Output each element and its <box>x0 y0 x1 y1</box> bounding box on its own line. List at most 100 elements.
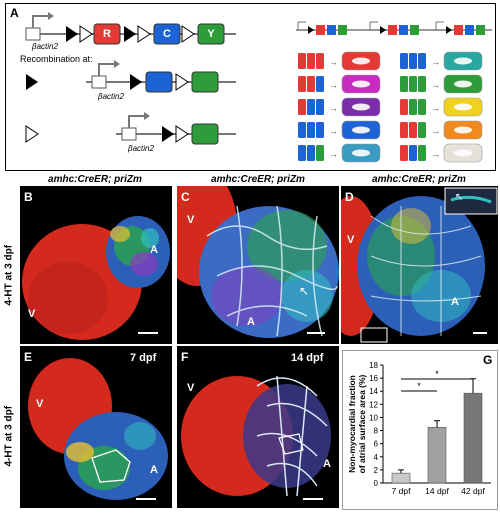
combo-cell-right <box>418 99 426 115</box>
significance-star: * <box>435 369 439 379</box>
mini-constructs <box>296 21 492 35</box>
panel-d-atrium-mark: A <box>451 296 459 308</box>
combo-arrow: → <box>329 80 338 90</box>
combo-cell-right <box>400 145 408 161</box>
y-tick-label: 8 <box>374 427 379 436</box>
panel-a: A R C Y βactin2 <box>5 3 496 171</box>
combo-cell-right <box>400 122 408 138</box>
combo-result-nucleus <box>352 126 370 134</box>
combo-cell-left <box>307 99 315 115</box>
panel-f-image: F 14 dpf V A <box>177 346 339 508</box>
panel-d-label: D <box>345 190 354 204</box>
panel-b-ventricle-mark: V <box>28 308 36 320</box>
color-combination-grid: → → → → → → → → → → <box>298 51 483 163</box>
panel-e-label: E <box>24 350 33 364</box>
construct-diagram <box>25 12 236 145</box>
combo-cell-left <box>307 122 315 138</box>
y-axis-label: Non-myocardial fractionof atrial surface… <box>347 374 367 473</box>
combo-arrow: → <box>431 57 440 67</box>
combo-cell-left <box>316 99 324 115</box>
bar-42-dpf <box>463 392 483 484</box>
combo-cell-right <box>418 53 426 69</box>
combo-arrow: → <box>329 57 338 67</box>
panel-d-image: D V A ↖ <box>341 186 498 344</box>
panel-c-label: C <box>181 190 190 204</box>
combo-arrow: → <box>431 80 440 90</box>
significance-star: * <box>417 381 421 391</box>
combo-arrow: → <box>431 149 440 159</box>
panel-e-stage: 7 dpf <box>130 352 157 364</box>
combo-cell-right <box>418 122 426 138</box>
bar-14-dpf <box>427 426 447 484</box>
panel-g-label: G <box>483 353 493 367</box>
x-tick-label: 42 dpf <box>461 486 485 496</box>
combo-cell-left <box>298 145 306 161</box>
combo-cell-right <box>409 122 417 138</box>
recombination-title: Recombination at: <box>20 54 93 64</box>
panel-b-label: B <box>24 190 33 204</box>
panel-f-ventricle-mark: V <box>187 382 195 394</box>
y-axis-label-line: Non-myocardial fraction <box>347 375 357 473</box>
panel-c-arrow-icon: ↖ <box>299 284 310 298</box>
panel-c-title: amhc:CreER; priZm <box>211 174 305 185</box>
combo-cell-left <box>307 53 315 69</box>
panel-d-scale-bar <box>473 332 487 334</box>
combo-result-nucleus <box>352 57 370 65</box>
promoter-label-3: βactin2 <box>128 144 154 153</box>
combo-cell-right <box>409 53 417 69</box>
panel-b-scale-bar <box>138 332 158 334</box>
panel-f-atrium-mark: A <box>323 458 331 470</box>
panel-e-heart <box>28 358 168 500</box>
panel-f-heart <box>181 375 331 497</box>
promoter-label-2: βactin2 <box>98 92 124 101</box>
panel-c-atrium-mark: A <box>247 316 255 328</box>
combo-cell-right <box>409 99 417 115</box>
y-tick-label: 16 <box>369 374 378 383</box>
combo-result-nucleus <box>454 149 472 157</box>
combo-cell-left <box>316 76 324 92</box>
combo-cell-right <box>409 76 417 92</box>
panel-b-atrium-mark: A <box>150 244 158 256</box>
panel-b-title: amhc:CreER; priZm <box>48 174 142 185</box>
y-tick-label: 14 <box>369 387 378 396</box>
panel-d-title: amhc:CreER; priZm <box>372 174 466 185</box>
y-tick-label: 0 <box>374 479 379 488</box>
cassette-y-label: Y <box>207 28 215 40</box>
combo-cell-right <box>400 53 408 69</box>
combo-cell-left <box>298 122 306 138</box>
row-label-bottom: 4-HT at 3 dpf <box>3 405 15 467</box>
combo-cell-right <box>418 145 426 161</box>
bar-7-dpf <box>391 472 411 484</box>
y-tick-label: 2 <box>374 466 379 475</box>
combo-cell-left <box>316 122 324 138</box>
y-tick-label: 6 <box>374 440 379 449</box>
combo-result-nucleus <box>352 103 370 111</box>
combo-arrow: → <box>329 126 338 136</box>
y-tick-label: 12 <box>369 400 378 409</box>
promoter-label-1: βactin2 <box>32 42 58 51</box>
panel-c-image: C V A ↖ <box>177 186 339 344</box>
combo-arrow: → <box>431 126 440 136</box>
panel-g: 0 2 4 6 8 10 12 14 16 18 Non-myocardial fractionof… <box>342 350 498 510</box>
combo-result-nucleus <box>352 149 370 157</box>
x-tick-label: 7 dpf <box>392 486 412 496</box>
combo-result-nucleus <box>454 126 472 134</box>
panel-e-image: E 7 dpf V A <box>20 346 172 508</box>
panel-c-ventricle-mark: V <box>187 214 195 226</box>
combo-cell-left <box>307 145 315 161</box>
row-label-top: 4-HT at 3 dpf <box>3 244 15 306</box>
combo-result-nucleus <box>454 57 472 65</box>
combo-cell-left <box>298 76 306 92</box>
y-tick-label: 10 <box>369 413 378 422</box>
panel-b-heart <box>22 216 170 340</box>
panel-f-scale-bar <box>303 498 323 500</box>
combo-cell-left <box>298 99 306 115</box>
panel-f-stage: 14 dpf <box>291 352 324 364</box>
combo-arrow: → <box>329 103 338 113</box>
combo-arrow: → <box>329 149 338 159</box>
combo-result-nucleus <box>454 80 472 88</box>
panel-c-scale-bar <box>307 332 325 334</box>
cassette-c-label: C <box>163 28 171 40</box>
panel-a-label: A <box>10 6 19 20</box>
